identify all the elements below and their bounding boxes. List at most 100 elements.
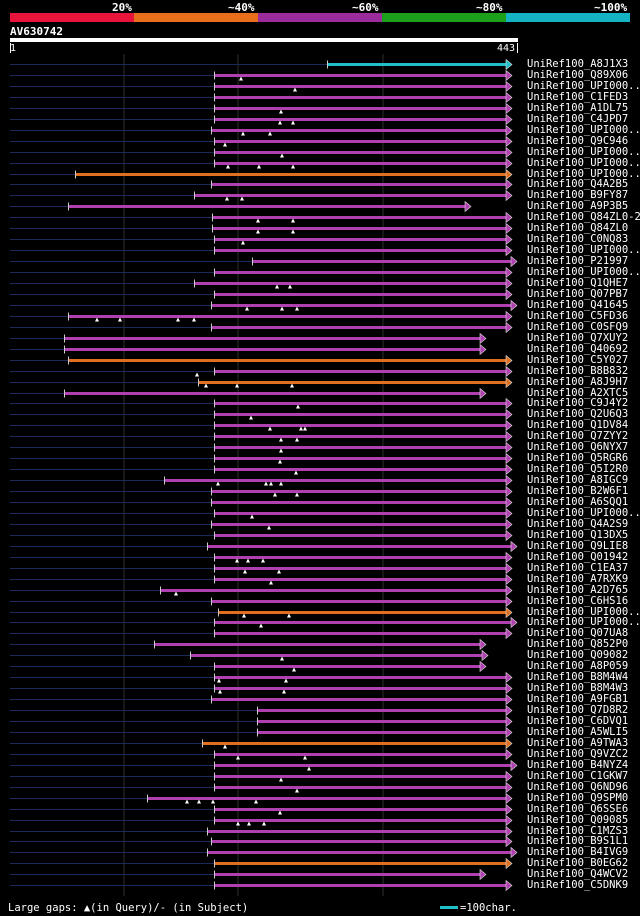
hit-label[interactable]: UniRef100_Q40692 bbox=[527, 343, 629, 355]
hit-label[interactable]: UniRef100_Q09085 bbox=[527, 814, 629, 826]
hit-label[interactable]: UniRef100_B8M4W4 bbox=[527, 671, 629, 683]
hit-label[interactable]: UniRef100_C1FED3 bbox=[527, 91, 629, 103]
hit-label[interactable]: UniRef100_Q07UA8 bbox=[527, 627, 629, 639]
hit-label[interactable]: UniRef100_Q7D8R2 bbox=[527, 704, 629, 716]
hit-label[interactable]: UniRef100_B4NYZ4 bbox=[527, 759, 629, 771]
scale-100-bar bbox=[440, 906, 458, 909]
hit-label[interactable]: UniRef100_UPI000.. bbox=[527, 168, 640, 180]
hit-arrowhead bbox=[505, 157, 513, 170]
hit-label[interactable]: UniRef100_Q7ZYY2 bbox=[527, 430, 629, 442]
hit-label[interactable]: UniRef100_A2XTC5 bbox=[527, 387, 629, 399]
hit-label[interactable]: UniRef100_UPI000.. bbox=[527, 244, 640, 256]
hit-label[interactable]: UniRef100_Q01942 bbox=[527, 551, 629, 563]
hit-bar bbox=[214, 446, 506, 449]
hit-label[interactable]: UniRef100_UPI000.. bbox=[527, 157, 640, 169]
gap-marker bbox=[294, 470, 298, 475]
hit-label[interactable]: UniRef100_C6HS16 bbox=[527, 595, 629, 607]
hit-label[interactable]: UniRef100_C4JPD7 bbox=[527, 113, 629, 125]
hit-label[interactable]: UniRef100_UPI000.. bbox=[527, 266, 640, 278]
gap-marker bbox=[235, 383, 239, 388]
hit-label[interactable]: UniRef100_C5FD36 bbox=[527, 310, 629, 322]
hit-label[interactable]: UniRef100_A1DL75 bbox=[527, 102, 629, 114]
hit-arrowhead bbox=[505, 113, 513, 126]
hit-label[interactable]: UniRef100_Q9VZC2 bbox=[527, 748, 629, 760]
hit-label[interactable]: UniRef100_A6SQQ1 bbox=[527, 496, 629, 508]
hit-label[interactable]: UniRef100_UPI000.. bbox=[527, 616, 640, 628]
hit-arrowhead bbox=[479, 868, 487, 881]
hit-arrowhead bbox=[505, 857, 513, 870]
hit-label[interactable]: UniRef100_Q1DV84 bbox=[527, 419, 629, 431]
hit-label[interactable]: UniRef100_Q5RGR6 bbox=[527, 452, 629, 464]
hit-arrowhead bbox=[505, 69, 513, 82]
hit-label[interactable]: UniRef100_A8P059 bbox=[527, 660, 629, 672]
hit-label[interactable]: UniRef100_Q6ND96 bbox=[527, 781, 629, 793]
hit-label[interactable]: UniRef100_Q13DX5 bbox=[527, 529, 629, 541]
hit-bar bbox=[164, 479, 506, 482]
hit-label[interactable]: UniRef100_B8B832 bbox=[527, 365, 629, 377]
hit-label[interactable]: UniRef100_Q9LIE8 bbox=[527, 540, 629, 552]
hit-label[interactable]: UniRef100_Q84ZL0 bbox=[527, 222, 629, 234]
hit-label[interactable]: UniRef100_Q7XUY2 bbox=[527, 332, 629, 344]
hit-bar bbox=[214, 457, 506, 460]
hit-label[interactable]: UniRef100_B9FY87 bbox=[527, 189, 629, 201]
hit-label[interactable]: UniRef100_Q4A2S9 bbox=[527, 518, 629, 530]
hit-label[interactable]: UniRef100_C5DNK9 bbox=[527, 879, 629, 891]
hit-label[interactable]: UniRef100_C9J4Y2 bbox=[527, 397, 629, 409]
scale-seg-3 bbox=[258, 13, 382, 22]
hit-label[interactable]: UniRef100_B0EG62 bbox=[527, 857, 629, 869]
hit-label[interactable]: UniRef100_UPI000.. bbox=[527, 124, 640, 136]
hit-bar bbox=[257, 709, 506, 712]
hit-label[interactable]: UniRef100_A8J9H7 bbox=[527, 376, 629, 388]
hit-label[interactable]: UniRef100_B9S1L1 bbox=[527, 835, 629, 847]
hit-label[interactable]: UniRef100_Q5I2R0 bbox=[527, 463, 629, 475]
hit-label[interactable]: UniRef100_C1MZS3 bbox=[527, 825, 629, 837]
hit-label[interactable]: UniRef100_UPI000.. bbox=[527, 80, 640, 92]
hit-label[interactable]: UniRef100_C0SFQ9 bbox=[527, 321, 629, 333]
hit-label[interactable]: UniRef100_UPI000.. bbox=[527, 146, 640, 158]
hit-label[interactable]: UniRef100_Q4A2B5 bbox=[527, 178, 629, 190]
hit-label[interactable]: UniRef100_C1GKW7 bbox=[527, 770, 629, 782]
hit-label[interactable]: UniRef100_A5WLI5 bbox=[527, 726, 629, 738]
gap-marker bbox=[226, 164, 230, 169]
hit-bar bbox=[214, 764, 511, 767]
hit-label[interactable]: UniRef100_UPI000.. bbox=[527, 606, 640, 618]
gap-marker bbox=[240, 196, 244, 201]
hit-label[interactable]: UniRef100_Q9C946 bbox=[527, 135, 629, 147]
hit-label[interactable]: UniRef100_A7RXK9 bbox=[527, 573, 629, 585]
hit-label[interactable]: UniRef100_P21997 bbox=[527, 255, 629, 267]
hit-arrowhead bbox=[505, 693, 513, 706]
hit-label[interactable]: UniRef100_Q1QHE7 bbox=[527, 277, 629, 289]
hit-label[interactable]: UniRef100_Q84ZL0-2 bbox=[527, 211, 640, 223]
hit-label[interactable]: UniRef100_UPI000.. bbox=[527, 507, 640, 519]
hit-label[interactable]: UniRef100_B2W6F1 bbox=[527, 485, 629, 497]
scale-label-80: ~80% bbox=[476, 1, 503, 14]
hit-label[interactable]: UniRef100_C1EA37 bbox=[527, 562, 629, 574]
hit-label[interactable]: UniRef100_Q852P0 bbox=[527, 638, 629, 650]
hit-label[interactable]: UniRef100_Q89X06 bbox=[527, 69, 629, 81]
hit-label[interactable]: UniRef100_B4IVG9 bbox=[527, 846, 629, 858]
hit-label[interactable]: UniRef100_C5Y027 bbox=[527, 354, 629, 366]
hit-label[interactable]: UniRef100_Q6SSE6 bbox=[527, 803, 629, 815]
hit-label[interactable]: UniRef100_Q6NYX7 bbox=[527, 441, 629, 453]
hit-arrowhead bbox=[505, 770, 513, 783]
scale-label-40: ~40% bbox=[228, 1, 255, 14]
hit-arrowhead bbox=[505, 507, 513, 520]
hit-label[interactable]: UniRef100_Q41645 bbox=[527, 299, 629, 311]
hit-label[interactable]: UniRef100_Q09082 bbox=[527, 649, 629, 661]
hit-label[interactable]: UniRef100_Q2U6Q3 bbox=[527, 408, 629, 420]
hit-label[interactable]: UniRef100_C0NQ83 bbox=[527, 233, 629, 245]
hit-bar bbox=[214, 567, 506, 570]
hit-bar bbox=[214, 512, 506, 515]
hit-label[interactable]: UniRef100_B8M4W3 bbox=[527, 682, 629, 694]
hit-label[interactable]: UniRef100_Q07PB7 bbox=[527, 288, 629, 300]
hit-label[interactable]: UniRef100_A8IGC9 bbox=[527, 474, 629, 486]
hit-label[interactable]: UniRef100_A9P3B5 bbox=[527, 200, 629, 212]
hit-label[interactable]: UniRef100_C6DVQ1 bbox=[527, 715, 629, 727]
hit-label[interactable]: UniRef100_A8J1X3 bbox=[527, 58, 629, 70]
hit-label[interactable]: UniRef100_Q9SPM0 bbox=[527, 792, 629, 804]
hit-label[interactable]: UniRef100_Q4WCV2 bbox=[527, 868, 629, 880]
hit-label[interactable]: UniRef100_A9TWA3 bbox=[527, 737, 629, 749]
hit-label[interactable]: UniRef100_A2D765 bbox=[527, 584, 629, 596]
hit-arrowhead bbox=[505, 627, 513, 640]
hit-label[interactable]: UniRef100_A9FGB1 bbox=[527, 693, 629, 705]
